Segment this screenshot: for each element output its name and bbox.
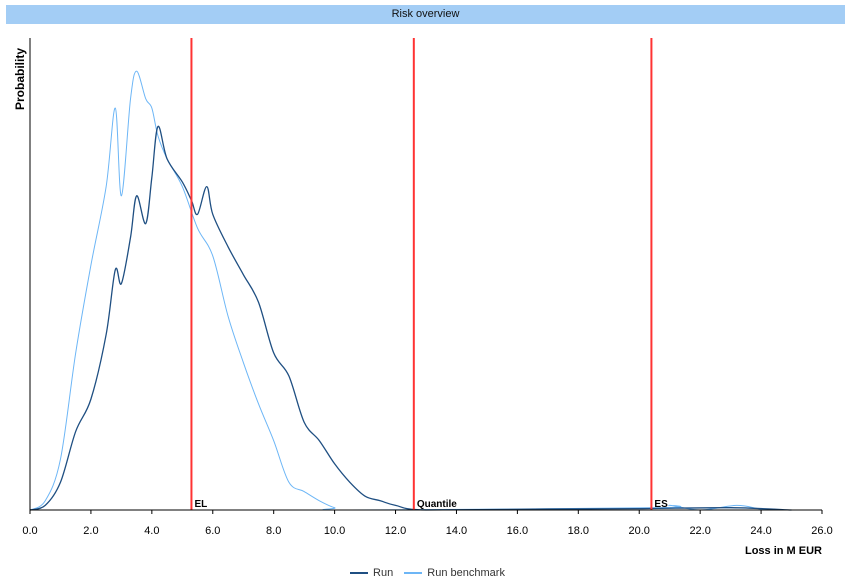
chart-title-bar: Risk overview (6, 5, 845, 24)
x-tick-label: 6.0 (205, 525, 220, 537)
x-tick-label: 18.0 (568, 525, 589, 537)
x-tick-label: 24.0 (750, 525, 771, 537)
x-tick-label: 0.0 (22, 525, 37, 537)
x-tick-label: 16.0 (507, 525, 528, 537)
x-tick-label: 10.0 (324, 525, 345, 537)
x-tick-label: 26.0 (811, 525, 832, 537)
x-tick-label: 2.0 (83, 525, 98, 537)
x-tick-label: 4.0 (144, 525, 159, 537)
legend-item-benchmark[interactable]: Run benchmark (404, 567, 505, 579)
marker-label-quantile: Quantile (417, 499, 457, 510)
x-tick-label: 12.0 (385, 525, 406, 537)
x-tick-label: 20.0 (629, 525, 650, 537)
legend-label: Run (373, 567, 394, 579)
x-tick-label: 8.0 (266, 525, 281, 537)
marker-label-el: EL (194, 499, 207, 510)
legend: Run Run benchmark (0, 565, 855, 579)
legend-swatch-run (350, 572, 369, 574)
series-line-run (29, 125, 792, 511)
x-ticks-group: 0.0 2.0 4.0 6.0 8.0 10.0 12.0 14.0 16.0 18.0 20.0 2… (22, 510, 833, 537)
series-line-run-benchmark (29, 70, 783, 511)
x-tick-label: 14.0 (446, 525, 467, 537)
legend-label: Run benchmark (427, 567, 505, 579)
legend-swatch-benchmark (404, 572, 423, 574)
legend-item-run[interactable]: Run (350, 567, 393, 579)
x-tick-label: 22.0 (689, 525, 710, 537)
markers-group: EL Quantile ES (190, 38, 668, 510)
chart-title: Risk overview (391, 8, 460, 20)
marker-label-es: ES (654, 499, 668, 510)
series-group (29, 70, 792, 511)
x-axis-label: Loss in M EUR (745, 545, 822, 557)
y-axis-label: Probability (13, 48, 27, 110)
